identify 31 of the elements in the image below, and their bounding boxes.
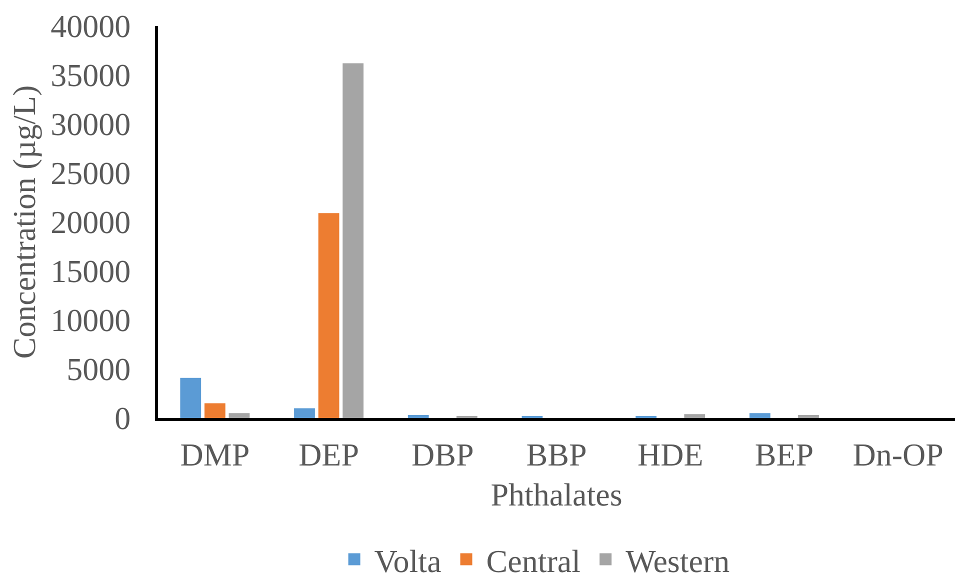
bar xyxy=(204,403,226,418)
x-tick-label: Dn-OP xyxy=(852,436,944,472)
bar xyxy=(318,213,340,418)
y-tick-label: 5000 xyxy=(66,351,131,388)
bar xyxy=(798,415,819,418)
y-tick-label: 15000 xyxy=(50,253,131,290)
y-tick-label: 35000 xyxy=(50,57,131,94)
y-axis-title: Concentration (µg/L) xyxy=(6,85,42,359)
y-tick-label: 10000 xyxy=(50,302,131,338)
bar xyxy=(749,413,770,418)
x-axis-title: Phthalates xyxy=(490,476,622,512)
bar xyxy=(228,413,250,418)
y-tick-label: 0 xyxy=(114,400,131,436)
x-tick-label: DBP xyxy=(412,436,474,472)
bar xyxy=(684,414,706,418)
x-tick-label: BEP xyxy=(754,436,814,472)
bar xyxy=(342,63,364,418)
x-tick-label: HDE xyxy=(637,436,704,472)
x-tick-label: DMP xyxy=(180,436,250,472)
legend-label: Central xyxy=(486,542,581,579)
legend-label: Volta xyxy=(374,542,442,579)
x-tick-label: BBP xyxy=(526,436,587,472)
y-tick-label: 40000 xyxy=(50,8,131,44)
bar xyxy=(408,415,429,418)
bar xyxy=(180,378,202,418)
y-tick-label: 25000 xyxy=(50,155,131,192)
y-tick-label: 30000 xyxy=(50,106,131,142)
y-tick-label: 20000 xyxy=(50,204,131,240)
bar xyxy=(294,408,315,418)
legend-label: Western xyxy=(626,542,730,579)
x-tick-label: DEP xyxy=(298,436,360,472)
